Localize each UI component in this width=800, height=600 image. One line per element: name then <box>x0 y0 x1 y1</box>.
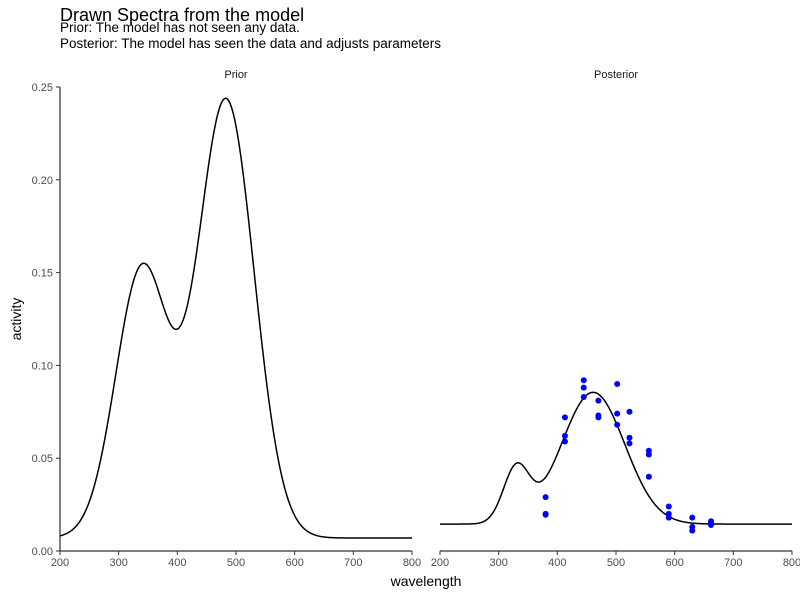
prior-x-tick-label: 700 <box>344 557 362 569</box>
posterior-data-point <box>708 522 715 529</box>
posterior-data-point <box>580 384 587 391</box>
x-axis-title: wavelength <box>390 573 462 589</box>
y-tick-label: 0.20 <box>32 175 53 187</box>
posterior-data-point <box>645 451 652 458</box>
y-tick-label: 0.00 <box>32 546 53 558</box>
posterior-x-tick-label: 500 <box>607 557 625 569</box>
posterior-x-tick-label: 200 <box>431 557 449 569</box>
prior-x-tick-label: 600 <box>285 557 303 569</box>
posterior-data-point <box>614 380 621 387</box>
posterior-x-tick-label: 600 <box>665 557 683 569</box>
posterior-data-point <box>626 408 633 415</box>
y-axis-title: activity <box>8 298 24 341</box>
prior-panel-label: Prior <box>224 69 248 81</box>
posterior-data-point <box>542 511 549 518</box>
prior-x-tick-label: 400 <box>168 557 186 569</box>
y-tick-label: 0.25 <box>32 82 53 94</box>
posterior-data-point <box>561 414 568 421</box>
chart-title: Drawn Spectra from the model <box>60 5 305 25</box>
posterior-data-point <box>626 434 633 441</box>
prior-x-tick-label: 300 <box>109 557 127 569</box>
posterior-data-point <box>689 527 696 534</box>
posterior-data-point <box>626 440 633 447</box>
chart-subtitle-prior: Prior: The model has not seen any data. <box>60 20 300 35</box>
posterior-data-point <box>614 421 621 428</box>
posterior-data-point <box>665 503 672 510</box>
y-tick-label: 0.10 <box>32 360 53 372</box>
posterior-x-tick-label: 700 <box>724 557 742 569</box>
posterior-panel-label: Posterior <box>594 69 638 81</box>
prior-x-tick-label: 200 <box>51 557 69 569</box>
posterior-data-point <box>645 473 652 480</box>
posterior-data-point <box>580 377 587 384</box>
posterior-data-point <box>561 432 568 439</box>
posterior-data-point <box>542 494 549 501</box>
posterior-data-point <box>614 410 621 417</box>
posterior-x-tick-label: 800 <box>783 557 800 569</box>
posterior-data-point <box>580 393 587 400</box>
y-tick-label: 0.05 <box>32 453 53 465</box>
posterior-data-point <box>595 397 602 404</box>
prior-spectrum-line <box>59 97 412 539</box>
posterior-x-tick-label: 300 <box>489 557 507 569</box>
posterior-data-point <box>595 414 602 421</box>
prior-x-tick-label: 500 <box>227 557 245 569</box>
posterior-data-point <box>665 514 672 521</box>
posterior-x-tick-label: 400 <box>548 557 566 569</box>
prior-x-tick-label: 800 <box>403 557 421 569</box>
chart-subtitle-posterior: Posterior: The model has seen the data a… <box>60 36 441 51</box>
posterior-data-point <box>689 514 696 521</box>
y-tick-label: 0.15 <box>32 268 53 280</box>
posterior-data-point <box>561 438 568 445</box>
